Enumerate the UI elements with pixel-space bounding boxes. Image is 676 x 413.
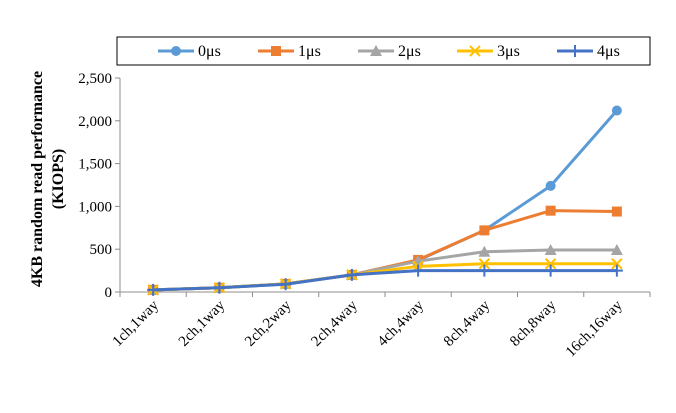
y-tick-label: 1,000 xyxy=(78,199,112,215)
legend-label: 0μs xyxy=(198,43,221,60)
x-tick-label: 2ch,1way xyxy=(176,297,229,350)
x-tick-label: 1ch,1way xyxy=(110,297,163,350)
y-axis-label-line1: 4KB random read performance xyxy=(29,71,46,287)
data-point-s3-6 xyxy=(544,258,557,270)
legend-label: 3μs xyxy=(497,43,520,60)
legend-label: 1μs xyxy=(298,43,321,60)
x-tick-label: 8ch,8way xyxy=(507,297,560,350)
data-point-s4-1 xyxy=(213,281,226,294)
data-point-s2-7 xyxy=(610,244,623,256)
data-point-s4-6 xyxy=(544,264,557,277)
legend-marker xyxy=(171,46,181,56)
y-axis-label: 4KB random read performance (KIOPS) xyxy=(29,71,67,287)
y-tick-label: 500 xyxy=(90,242,113,258)
data-point-s4-3 xyxy=(345,268,358,281)
data-point-s0-7 xyxy=(611,105,622,116)
legend-marker xyxy=(370,45,382,56)
data-point-s1-5 xyxy=(479,225,490,236)
x-tick-label: 2ch,4way xyxy=(308,297,361,350)
data-point-s4-2 xyxy=(279,278,292,291)
x-tick-label: 16ch,16way xyxy=(563,297,626,360)
legend-label: 2μs xyxy=(398,43,421,60)
data-point-s4-4 xyxy=(412,264,425,277)
x-tick-label: 2ch,2way xyxy=(242,297,295,350)
data-point-s4-5 xyxy=(478,264,491,277)
data-point-s4-7 xyxy=(610,264,623,277)
data-point-s1-7 xyxy=(611,206,622,217)
data-point-s2-6 xyxy=(544,244,557,256)
y-tick-label: 1,500 xyxy=(78,157,112,173)
x-tick-label: 4ch,4way xyxy=(375,297,428,350)
series-line-4 xyxy=(153,269,617,292)
legend-marker xyxy=(469,45,481,57)
y-tick-label: 0 xyxy=(105,285,113,301)
data-point-s2-5 xyxy=(478,245,491,257)
data-point-s0-6 xyxy=(545,180,556,191)
legend-label: 4μs xyxy=(597,43,620,60)
data-point-s3-7 xyxy=(611,258,623,270)
y-axis-label-line2: (KIOPS) xyxy=(50,149,67,209)
x-tick-label: 8ch,4way xyxy=(441,297,494,350)
y-tick-label: 2,000 xyxy=(78,114,112,130)
data-point-s1-6 xyxy=(545,205,556,216)
data-point-s4-0 xyxy=(147,283,160,296)
legend-marker xyxy=(271,46,281,56)
legend-marker xyxy=(569,45,581,57)
y-tick-label: 2,500 xyxy=(78,71,112,87)
data-point-s3-5 xyxy=(478,258,491,270)
